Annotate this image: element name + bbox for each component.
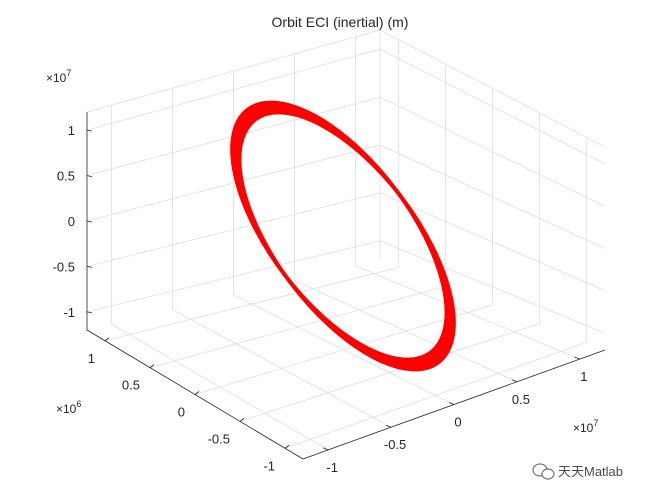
grid-line [86,48,381,131]
grid-lines [86,29,606,451]
y-tick-label: 0.5 [512,392,530,407]
grid-line [86,144,381,222]
z-tick-label: 1 [68,123,75,138]
x-tick-label: -0.5 [208,431,230,446]
chart-title: Orbit ECI (inertial) (m) [272,14,409,30]
grid-line [239,323,540,422]
orbit-series [230,100,456,372]
orbit-line [237,110,456,372]
x-tick-label: 0 [178,405,185,420]
y-tick-label: 0 [454,415,461,430]
y-tick-label: -0.5 [384,437,406,452]
grid-line [284,342,587,449]
x-tick-label: -1 [263,458,275,473]
y-tick-mark [574,356,580,360]
z-axis-exponent: ×107 [46,68,71,85]
x-tick-mark [239,418,245,422]
grid-line [379,29,606,148]
y-tick-mark [385,424,392,428]
x-tick-mark [149,364,155,368]
y-axis-exponent: ×107 [573,418,598,435]
z-tick-mark [86,311,93,314]
watermark: 天天Matlab [532,463,623,480]
z-tick-mark [86,266,93,268]
grid-line [379,192,606,292]
y-tick-label: -1 [326,460,338,475]
grid-line [379,144,606,249]
z-tick-mark [86,129,93,132]
z-tick-label: -1 [63,305,75,320]
grid-line [379,240,606,334]
grid-line [194,304,493,395]
x-tick-mark [284,444,290,449]
axes-box [86,112,606,460]
wechat-icon [532,463,555,480]
grid-line [379,48,606,165]
grid-line [86,240,381,313]
z-tick-label: -0.5 [53,259,75,274]
x-axis-exponent: ×106 [56,399,81,416]
grid-line [86,29,381,113]
y-tick-label: 1 [580,369,587,384]
x-tick-mark [104,337,110,342]
x-tick-label: 1 [88,351,95,366]
grid-line [355,265,580,360]
x-tick-label: 0.5 [122,378,140,393]
z-tick-label: 0.5 [57,169,75,184]
x-tick-mark [194,391,200,395]
z-tick-mark [86,220,93,223]
grid-line [379,96,606,207]
z-tick-mark [86,175,93,177]
y-tick-mark [323,447,329,451]
tick-labels: 1 0.5 0 -0.5 -1 1 0.5 0 -0.5 -1 -1 -0.5 0 0.5 1 [53,123,588,475]
grid-line [86,192,381,267]
y-tick-mark [511,379,518,383]
z-tick-label: 0 [68,214,75,229]
y-tick-mark [448,402,455,405]
grid-line [294,280,518,383]
watermark-text: 天天Matlab [558,464,623,479]
